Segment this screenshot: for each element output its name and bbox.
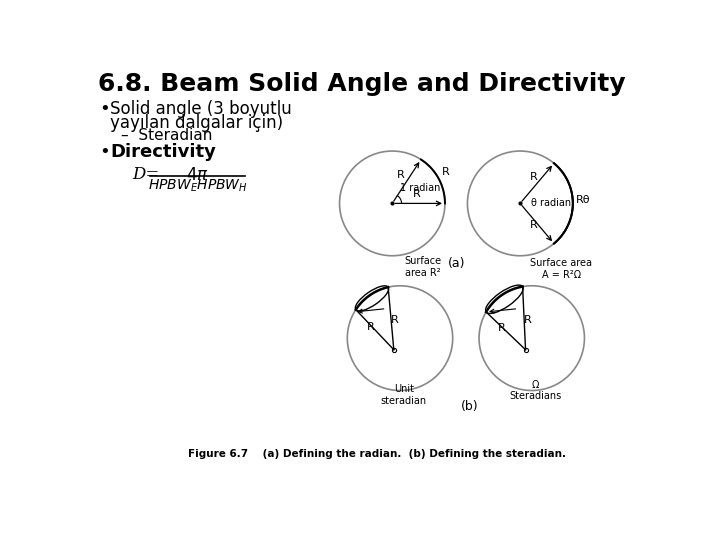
Text: D=: D= [132,166,160,184]
Text: R: R [530,172,538,183]
Text: R: R [530,220,538,230]
Text: R: R [498,323,505,333]
Text: Solid angle (3 boyutlu: Solid angle (3 boyutlu [110,100,292,118]
Text: R: R [413,189,421,199]
Text: Figure 6.7    (a) Defining the radian.  (b) Defining the steradian.: Figure 6.7 (a) Defining the radian. (b) … [188,449,566,459]
Text: R: R [397,170,404,180]
Text: (a): (a) [448,256,465,269]
Text: Ω
Steradians: Ω Steradians [510,380,562,401]
Text: R: R [441,167,449,177]
Text: •: • [99,100,110,118]
Text: R: R [390,315,398,325]
Text: 1 radian: 1 radian [400,183,441,193]
Text: 6.8. Beam Solid Angle and Directivity: 6.8. Beam Solid Angle and Directivity [98,72,626,97]
Text: Unit
steradian: Unit steradian [381,384,427,406]
Text: R: R [366,322,374,332]
Text: yayılan dalgalar için): yayılan dalgalar için) [110,114,283,132]
Text: R: R [523,315,531,325]
Text: $HPBW_EHPBW_H$: $HPBW_EHPBW_H$ [148,177,248,194]
Text: $4\pi$: $4\pi$ [186,166,209,185]
Text: Directivity: Directivity [110,143,216,161]
Text: (b): (b) [461,400,479,413]
Text: Surface
area R²: Surface area R² [405,256,442,278]
Text: Surface area
A = R²Ω: Surface area A = R²Ω [530,258,593,280]
Text: θ radian: θ radian [531,198,571,208]
Text: •: • [99,143,110,161]
Text: –  Steradian: – Steradian [121,128,212,143]
Text: Rθ: Rθ [576,195,590,205]
